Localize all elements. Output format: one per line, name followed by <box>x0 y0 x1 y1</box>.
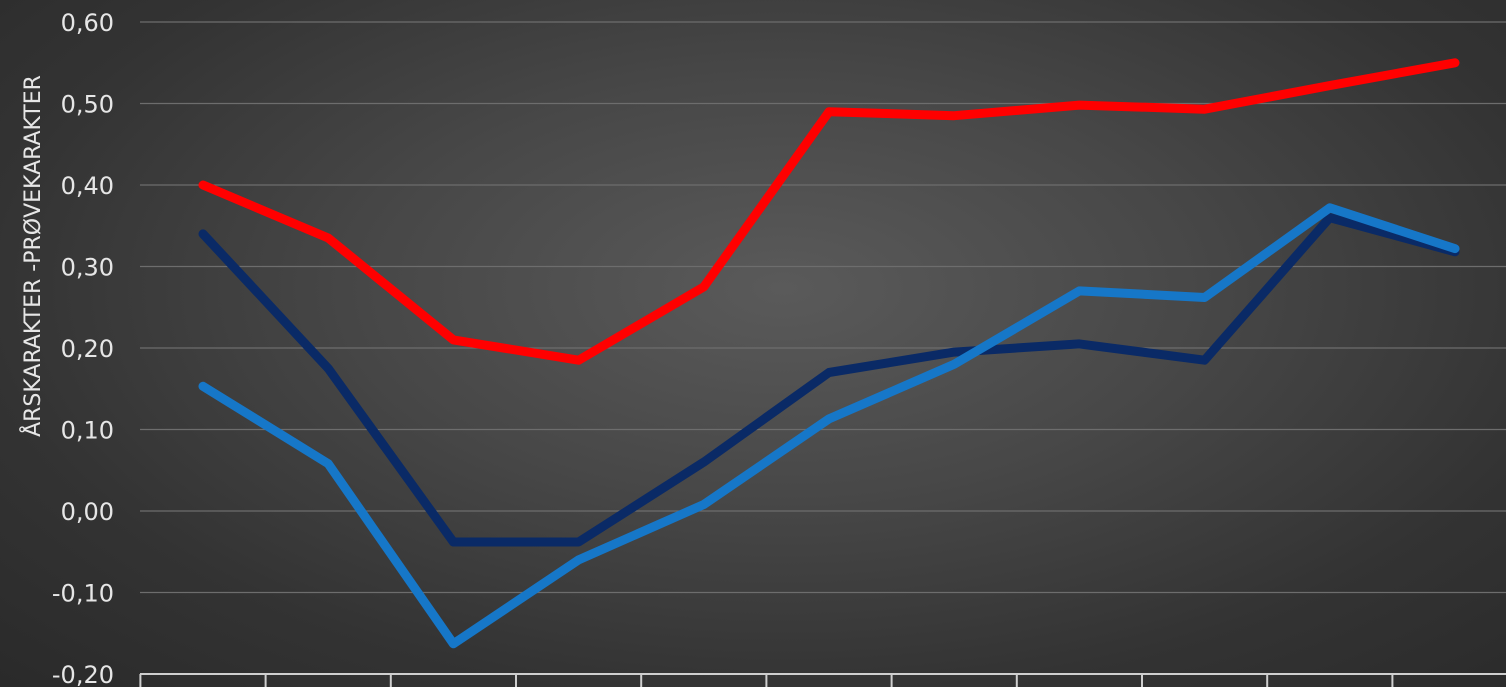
series-line-1 <box>198 58 1460 365</box>
series-lines <box>198 58 1460 649</box>
y-axis-title: ÅRSKARAKTER -PRØVEKARAKTER <box>19 75 46 437</box>
x-axis-ticks <box>139 674 1394 687</box>
y-tick-label: -0,10 <box>52 580 114 608</box>
y-axis-tick-labels: 0,60 0,50 0,40 0,30 0,20 0,10 0,00 -0,10 -0,20 <box>52 9 114 687</box>
y-tick-label: 0,40 <box>61 172 114 200</box>
y-tick-label: 0,60 <box>61 9 114 37</box>
y-tick-label: 0,10 <box>61 417 114 445</box>
y-tick-label: 0,00 <box>61 498 114 526</box>
y-tick-label: 0,50 <box>61 91 114 119</box>
y-tick-label: -0,20 <box>52 661 114 687</box>
series-line-3 <box>198 203 1460 649</box>
y-tick-label: 0,20 <box>61 335 114 363</box>
y-tick-label: 0,30 <box>61 254 114 282</box>
series-line-2 <box>198 213 1460 547</box>
